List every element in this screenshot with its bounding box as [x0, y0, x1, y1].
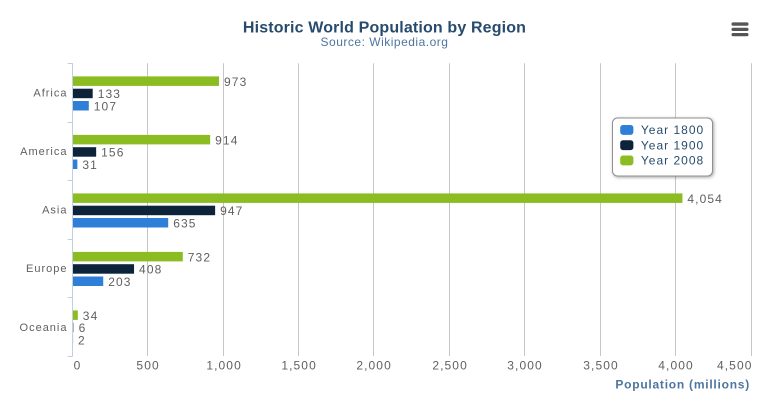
svg-text:3,500: 3,500: [583, 358, 619, 372]
svg-text:2,000: 2,000: [356, 358, 392, 372]
svg-text:1,000: 1,000: [206, 358, 242, 372]
svg-text:Europe: Europe: [26, 263, 67, 275]
svg-text:1,500: 1,500: [281, 358, 317, 372]
svg-text:6: 6: [79, 321, 87, 335]
svg-text:732: 732: [188, 250, 211, 264]
svg-text:0: 0: [74, 358, 82, 372]
svg-text:Year 1900: Year 1900: [641, 138, 704, 152]
svg-text:Africa: Africa: [33, 87, 67, 99]
svg-text:America: America: [20, 146, 67, 158]
svg-text:2,500: 2,500: [432, 358, 468, 372]
svg-text:4,000: 4,000: [658, 358, 694, 372]
svg-text:Population (millions): Population (millions): [615, 377, 750, 391]
svg-text:133: 133: [98, 87, 121, 101]
svg-text:3,000: 3,000: [507, 358, 543, 372]
svg-text:Source: Wikipedia.org: Source: Wikipedia.org: [321, 35, 449, 49]
svg-text:107: 107: [94, 99, 117, 113]
svg-text:4,054: 4,054: [687, 192, 723, 206]
svg-text:Year 1800: Year 1800: [641, 123, 704, 137]
svg-text:31: 31: [82, 158, 98, 172]
svg-text:4,500: 4,500: [717, 358, 753, 372]
svg-text:Year 2008: Year 2008: [641, 154, 704, 168]
svg-text:2: 2: [78, 333, 86, 347]
svg-text:Asia: Asia: [42, 205, 67, 217]
svg-text:Historic World Population by R: Historic World Population by Region: [243, 20, 526, 37]
svg-text:203: 203: [108, 275, 131, 289]
svg-text:34: 34: [83, 309, 99, 323]
svg-text:Oceania: Oceania: [20, 322, 68, 334]
svg-text:947: 947: [220, 204, 243, 218]
svg-text:156: 156: [101, 146, 124, 160]
svg-text:500: 500: [136, 358, 159, 372]
svg-text:408: 408: [139, 263, 162, 277]
svg-text:973: 973: [224, 75, 247, 89]
svg-text:635: 635: [173, 216, 196, 230]
svg-text:914: 914: [215, 133, 238, 147]
